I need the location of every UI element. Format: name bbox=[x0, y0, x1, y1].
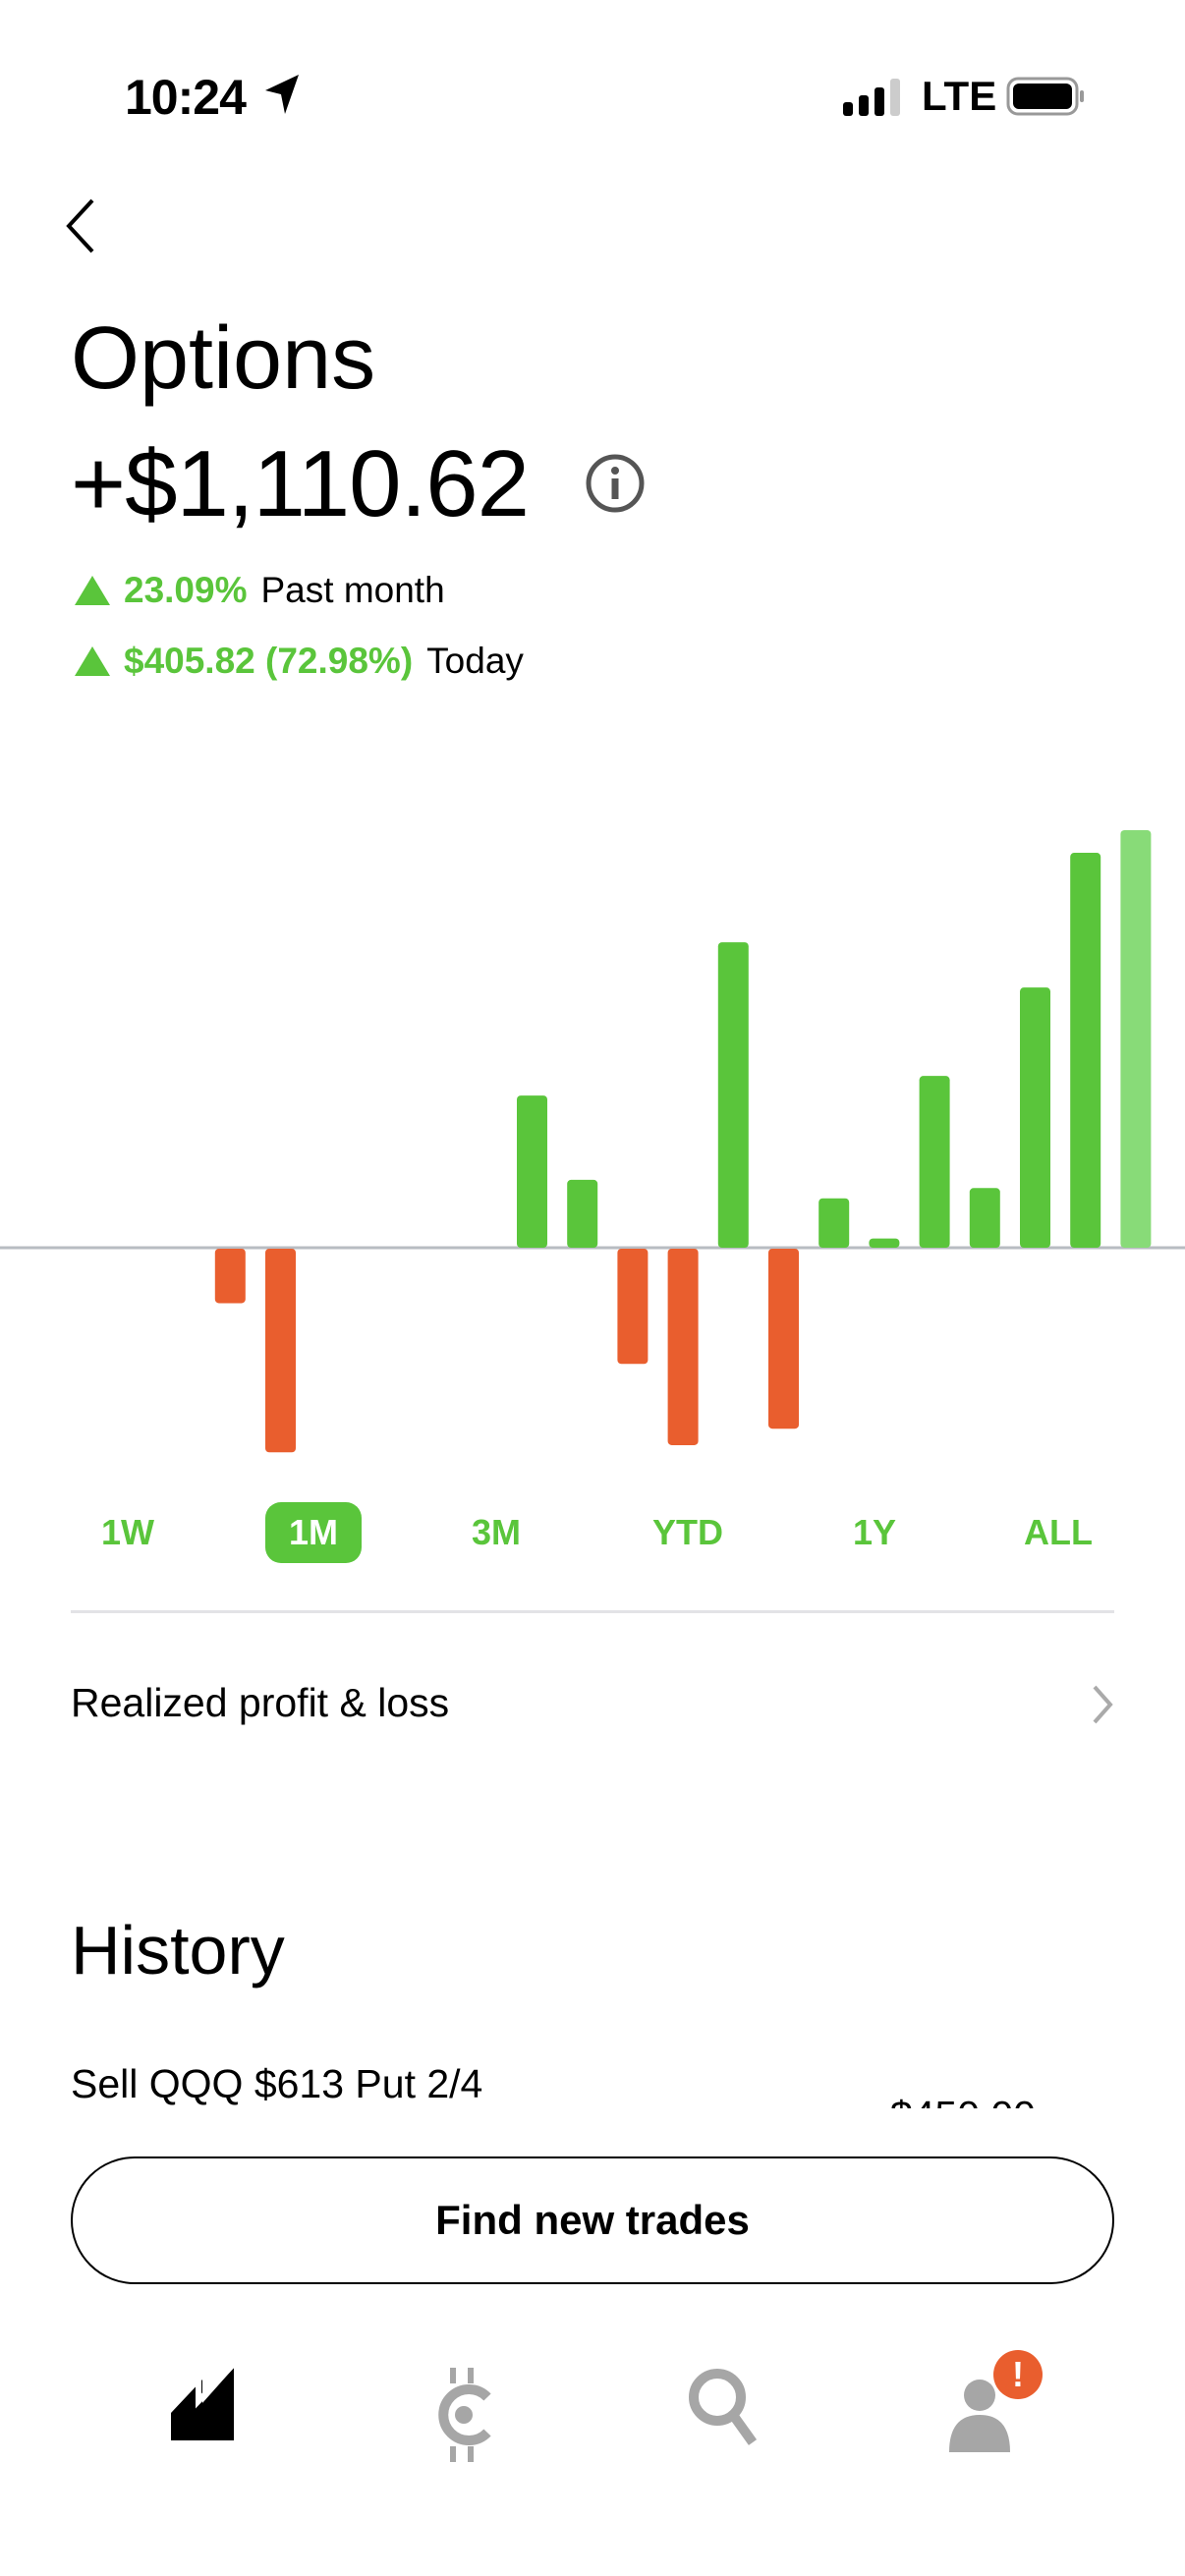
signal-icon bbox=[843, 79, 900, 116]
up-triangle-icon bbox=[75, 646, 110, 676]
bar-15 bbox=[717, 942, 749, 1248]
network-type: LTE bbox=[922, 73, 997, 119]
stat-label: Today bbox=[426, 641, 524, 681]
history-heading: History bbox=[71, 1912, 285, 1988]
bar-22 bbox=[1070, 853, 1101, 1248]
range-tab-all[interactable]: ALL bbox=[1024, 1512, 1093, 1552]
back-chevron-icon[interactable] bbox=[61, 196, 100, 255]
bar-12 bbox=[567, 1179, 598, 1248]
bar-14 bbox=[667, 1249, 699, 1445]
stat-label: Past month bbox=[260, 570, 445, 610]
bar-13 bbox=[617, 1249, 649, 1365]
history-item-amount: $450.00 bbox=[890, 2093, 1036, 2108]
bar-19 bbox=[919, 1076, 950, 1248]
divider bbox=[71, 1610, 1114, 1613]
range-tabs: 1W 1M 3M YTD 1Y ALL bbox=[0, 1502, 1185, 1563]
bar-23 bbox=[1120, 830, 1152, 1248]
stat-past-month: 23.09% Past month bbox=[75, 570, 445, 611]
bar-16 bbox=[768, 1249, 799, 1429]
bar-17 bbox=[818, 1198, 850, 1248]
realized-pnl-label: Realized profit & loss bbox=[71, 1680, 450, 1725]
find-new-trades-button[interactable]: Find new trades bbox=[71, 2156, 1114, 2284]
range-tab-1m[interactable]: 1M bbox=[264, 1502, 363, 1563]
history-item-name: Sell QQQ $613 Put 2/4 bbox=[71, 2061, 483, 2106]
range-tab-ytd[interactable]: YTD bbox=[652, 1512, 723, 1552]
stat-value: 23.09% bbox=[124, 570, 248, 610]
stat-value: $405.82 (72.98%) bbox=[124, 641, 414, 681]
range-tab-1y[interactable]: 1Y bbox=[852, 1512, 897, 1552]
bar-18 bbox=[869, 1238, 900, 1248]
bar-5 bbox=[214, 1249, 246, 1304]
up-triangle-icon bbox=[75, 576, 110, 605]
account-icon[interactable] bbox=[949, 2378, 1010, 2452]
bar-11 bbox=[517, 1095, 547, 1248]
location-arrow-icon bbox=[265, 75, 299, 114]
stat-today: $405.82 (72.98%) Today bbox=[75, 641, 524, 682]
status-time: 10:24 bbox=[125, 70, 247, 125]
pnl-bar-chart bbox=[0, 830, 1185, 1453]
notification-badge: ! bbox=[993, 2350, 1043, 2399]
realized-pnl-row[interactable]: Realized profit & loss bbox=[71, 1675, 1114, 1734]
range-tab-3m[interactable]: 3M bbox=[471, 1512, 522, 1552]
info-icon[interactable] bbox=[584, 452, 647, 515]
battery-icon bbox=[1006, 77, 1084, 116]
bar-6 bbox=[265, 1249, 296, 1453]
chart-icon[interactable] bbox=[169, 2368, 238, 2440]
chevron-right-icon bbox=[1093, 1685, 1113, 1724]
crypto-icon[interactable] bbox=[432, 2368, 497, 2462]
range-tab-1w[interactable]: 1W bbox=[101, 1512, 154, 1552]
bar-21 bbox=[1020, 987, 1050, 1248]
search-icon[interactable] bbox=[688, 2368, 759, 2446]
bar-20 bbox=[969, 1188, 1000, 1248]
history-item[interactable]: Sell QQQ $613 Put 2/4 $450.00 bbox=[71, 2061, 1114, 2108]
total-pnl: +$1,110.62 bbox=[71, 431, 530, 536]
page-title: Options bbox=[71, 309, 376, 408]
